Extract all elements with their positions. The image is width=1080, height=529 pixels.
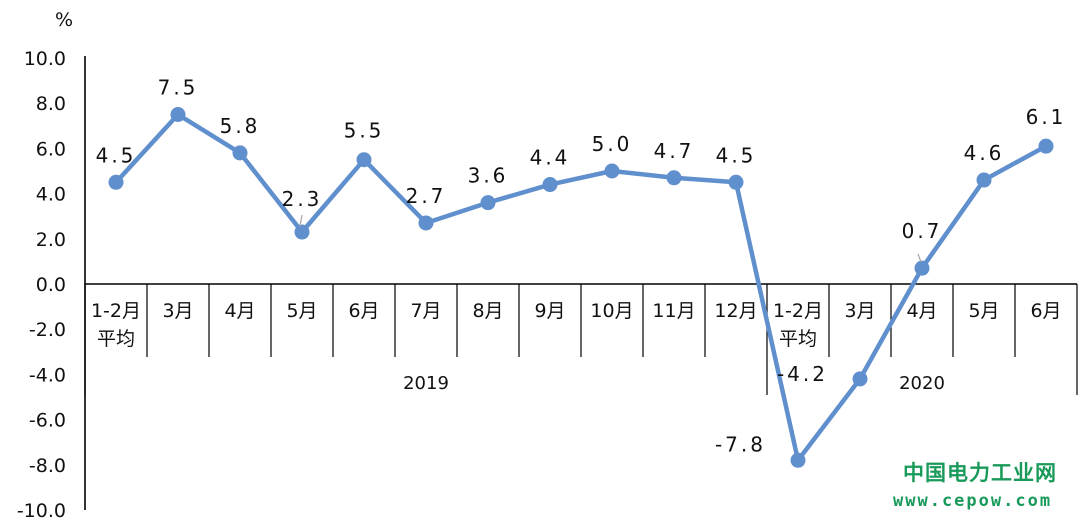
y-tick-label: 0.0 — [36, 274, 66, 296]
data-label: -7.8 — [715, 432, 766, 456]
x-category-label: 4月 — [906, 300, 937, 322]
watermark-url: www.cepow.com — [893, 491, 1052, 511]
data-point — [170, 107, 186, 122]
x-category-label: 6月 — [1030, 300, 1061, 322]
series-line — [114, 112, 1048, 463]
x-group-label: 2019 — [403, 373, 449, 394]
y-tick-label: -4.0 — [29, 364, 66, 386]
data-label: 3.6 — [468, 164, 509, 188]
x-category-label: 6月 — [348, 300, 379, 322]
data-label: 2.3 — [282, 187, 323, 211]
y-tick-label: 2.0 — [36, 229, 66, 251]
data-point — [914, 260, 930, 276]
y-axis-unit: % — [55, 9, 73, 31]
data-point — [542, 177, 558, 193]
x-category-label: 平均 — [97, 328, 135, 350]
data-point — [976, 172, 992, 188]
y-tick-label: -2.0 — [29, 319, 66, 341]
data-point — [790, 452, 806, 468]
data-label: 2.7 — [406, 184, 447, 208]
data-point — [108, 174, 124, 190]
x-category-label: 5月 — [968, 300, 999, 322]
data-label-layer: 4.5 7.5 5.8 2.3 5.5 2.7 3.6 4.4 5.0 4.7 4.5 -7.8 -4.… — [96, 76, 1067, 457]
y-tick-label: -6.0 — [29, 410, 66, 432]
x-category-label: 1-2月 — [773, 300, 823, 322]
x-category-label: 5月 — [286, 300, 317, 322]
series-layer — [108, 107, 1054, 468]
data-point — [356, 152, 372, 168]
y-tick-label: 8.0 — [36, 93, 66, 115]
x-category-label: 平均 — [779, 328, 817, 350]
data-point — [232, 145, 248, 161]
x-category-label: 1-2月 — [91, 300, 141, 322]
data-label: 5.0 — [592, 132, 633, 156]
data-label: -4.2 — [777, 362, 828, 386]
data-point — [852, 371, 868, 387]
x-category-label: 4月 — [224, 300, 255, 322]
data-point — [1038, 138, 1054, 154]
data-point — [294, 224, 310, 240]
watermark-name: 中国电力工业网 — [903, 461, 1057, 485]
y-tick-label: -10.0 — [17, 500, 66, 522]
y-tick-label: 6.0 — [36, 138, 66, 160]
data-label: 4.5 — [716, 143, 757, 167]
y-tick-label: 10.0 — [24, 48, 66, 70]
y-tick-label: -8.0 — [29, 455, 66, 477]
data-point — [418, 215, 434, 231]
x-category-label: 3月 — [162, 300, 193, 322]
data-label: 4.5 — [96, 143, 137, 167]
data-label: 5.5 — [344, 119, 385, 143]
data-label: 7.5 — [158, 76, 199, 100]
x-category-label: 11月 — [652, 300, 695, 322]
label-leader-line — [917, 253, 922, 263]
x-category-label: 7月 — [410, 300, 441, 322]
data-label: 4.7 — [654, 139, 695, 163]
x-category-label: 8月 — [472, 300, 503, 322]
x-category-label: 12月 — [714, 300, 757, 322]
x-category-label: 3月 — [844, 300, 875, 322]
data-point — [728, 174, 744, 190]
data-label: 4.6 — [964, 141, 1005, 165]
x-category-label: 10月 — [590, 300, 633, 322]
data-label: 5.8 — [220, 114, 261, 138]
data-point — [666, 170, 682, 186]
x-category-label: 9月 — [534, 300, 565, 322]
y-tick-label: 4.0 — [36, 184, 66, 206]
data-label: 0.7 — [902, 219, 943, 243]
y-axis-ticks: 10.0 8.0 6.0 4.0 2.0 0.0 -2.0 -4.0 -6.0 -8.0 -10.0 — [17, 48, 66, 522]
data-label: 6.1 — [1026, 105, 1067, 129]
data-point — [604, 163, 620, 179]
label-leader-line — [299, 214, 303, 227]
data-label: 4.4 — [530, 146, 571, 170]
data-point — [480, 195, 496, 211]
x-group-label: 2020 — [899, 373, 945, 394]
